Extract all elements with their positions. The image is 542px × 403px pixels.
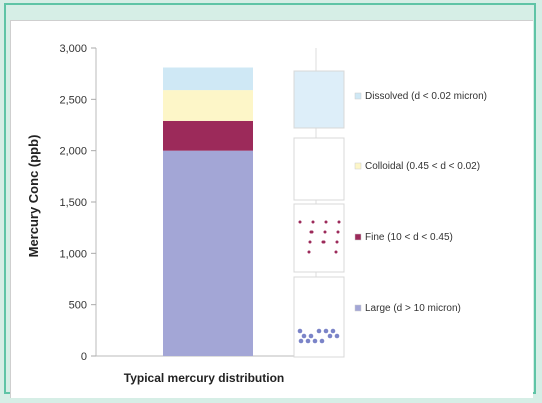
fine-particle [309,230,313,234]
x-axis-label: Typical mercury distribution [124,371,284,385]
large-particle [316,328,322,334]
legend-label-0: Dissolved (d < 0.02 micron) [365,91,487,102]
y-tick-label: 1,500 [59,197,87,209]
bar-segment-0 [163,150,253,356]
legend-swatch-0 [354,92,362,100]
illustration-box-1 [293,137,345,201]
fine-particle [335,240,339,244]
bar-segment-2 [163,90,253,121]
large-particle [305,338,311,344]
y-tick-label: 500 [69,300,87,312]
fine-particle [298,220,302,224]
large-particle [298,338,304,344]
fine-particle [307,250,311,254]
large-particle [334,333,340,339]
y-tick-label: 2,000 [59,146,87,158]
fine-particle [324,220,328,224]
large-particle [330,328,336,334]
chart-panel: 0 500 1,000 1,500 2,000 2,500 3,000 Dissolved … [10,20,533,398]
fine-particle [323,230,327,234]
fine-particle [337,220,341,224]
y-tick-label: 0 [81,351,87,363]
legend-swatch-1 [354,162,362,170]
y-tick-label: 3,000 [59,43,87,55]
legend-label-1: Colloidal (0.45 < d < 0.02) [365,161,480,172]
y-axis-label: Mercury Conc (ppb) [26,135,41,258]
large-particle [308,333,314,339]
particle-illustrations [293,70,345,358]
bar-segments [163,67,253,356]
illustration-box-2 [293,203,345,273]
bar-segment-3 [163,67,253,91]
bar-segment-1 [163,120,253,151]
large-particle [327,333,333,339]
large-particle [323,328,329,334]
large-particle [301,333,307,339]
large-particle [319,338,325,344]
fine-particle [311,220,315,224]
fine-particle [336,230,340,234]
illustration-box-3 [293,276,345,358]
fine-particle [334,250,338,254]
stacked-bar-chart: 0 500 1,000 1,500 2,000 2,500 3,000 Dissolved … [26,43,487,385]
legend-label-2: Fine (10 < d < 0.45) [365,232,453,243]
y-tick-label: 1,000 [59,248,87,260]
legend: Dissolved (d < 0.02 micron) Colloidal (0.… [354,91,487,314]
legend-swatch-2 [354,233,362,241]
fine-particle [321,240,325,244]
y-tick-label: 2,500 [59,94,87,106]
legend-label-3: Large (d > 10 micron) [365,303,461,314]
large-particle [297,328,303,334]
fine-particle [308,240,312,244]
legend-swatch-3 [354,304,362,312]
large-particle [312,338,318,344]
illustration-box-0 [293,70,345,129]
y-tick-labels: 0 500 1,000 1,500 2,000 2,500 3,000 [59,43,96,363]
